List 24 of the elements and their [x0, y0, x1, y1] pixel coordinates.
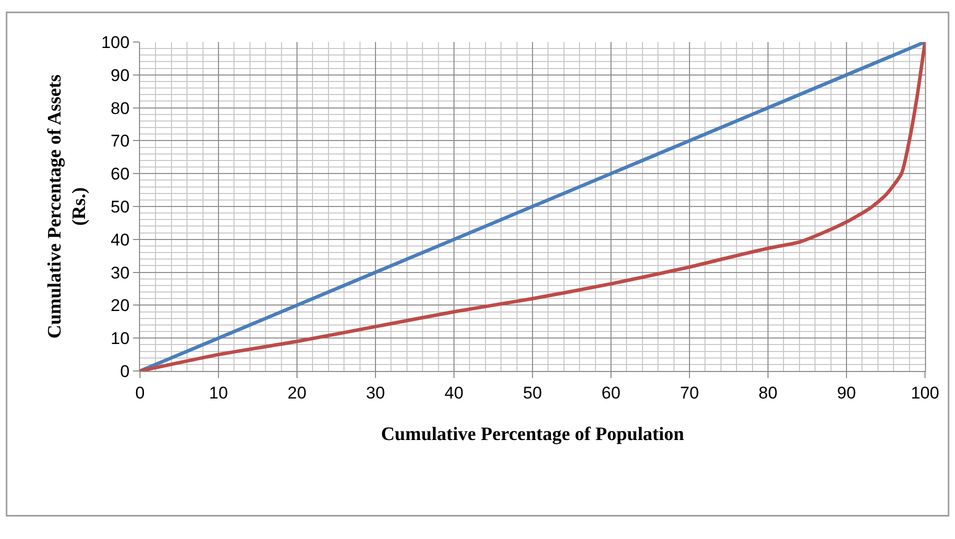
x-tick-label: 100 — [910, 383, 940, 402]
x-tick-label: 90 — [837, 383, 856, 402]
x-tick-label: 80 — [758, 383, 778, 402]
y-axis-title: Cumulative Percentage of Assets (Rs.) — [44, 74, 90, 339]
y-tick-label: 10 — [110, 329, 130, 348]
y-tick-label: 0 — [120, 362, 130, 381]
x-tick-label: 40 — [444, 383, 464, 402]
y-tick-label: 100 — [101, 32, 130, 52]
x-tick-label: 70 — [680, 383, 699, 402]
y-tick-label: 50 — [110, 197, 130, 216]
x-tick-label: 10 — [209, 383, 228, 402]
y-tick-label: 30 — [110, 263, 130, 282]
y-tick-label: 80 — [110, 98, 130, 118]
y-tick-label: 40 — [110, 230, 130, 250]
x-tick-label: 60 — [602, 383, 620, 402]
x-tick-label: 0 — [135, 383, 145, 402]
y-tick-label: 70 — [110, 132, 130, 151]
x-tick-label: 30 — [366, 383, 385, 402]
x-tick-label: 20 — [288, 383, 306, 402]
y-tick-label: 90 — [110, 66, 130, 85]
x-tick-label: 50 — [523, 383, 542, 402]
y-tick-label: 20 — [110, 296, 130, 316]
x-axis-title: Cumulative Percentage of Population — [380, 424, 684, 446]
y-tick-label: 60 — [110, 164, 130, 184]
